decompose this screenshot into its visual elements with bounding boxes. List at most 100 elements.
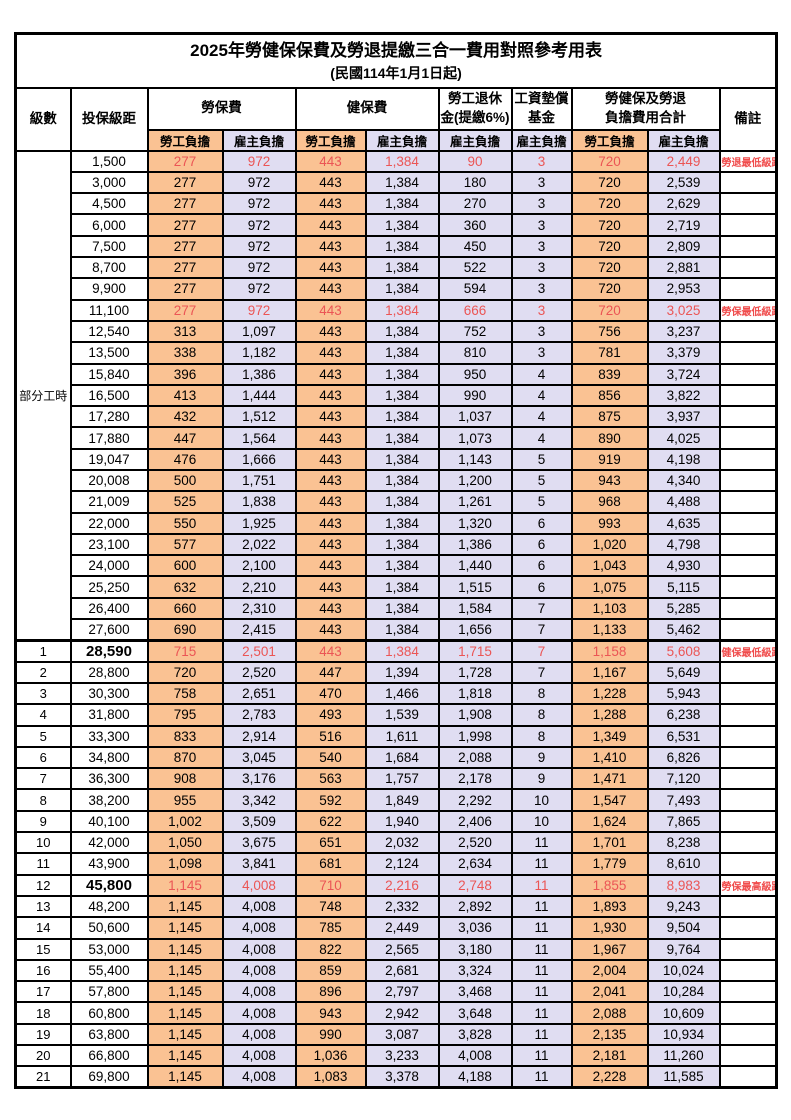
- table-row: 23,100 577 2,022 443 1,384 1,386 6 1,020…: [16, 532, 778, 557]
- pension-employer-cell: 3,828: [437, 1022, 513, 1047]
- table-row: 19 63,800 1,145 4,008 990 3,087 3,828 11…: [14, 1022, 778, 1047]
- bracket-cell: 42,000: [69, 831, 149, 855]
- table-row: 21,009 525 1,838 443 1,384 1,261 5 968 4…: [16, 490, 778, 514]
- total-employer-cell: 3,724: [646, 362, 721, 386]
- table-row: 20 66,800 1,145 4,008 1,036 3,233 4,008 …: [14, 1043, 778, 1068]
- total-employer-cell: 4,930: [646, 554, 721, 578]
- subheader-health-employee: 勞工負擔: [294, 128, 367, 152]
- pension-employer-cell: 3,036: [437, 916, 513, 940]
- health-employee-cell: 592: [294, 788, 367, 812]
- total-employer-cell: 3,025: [646, 298, 721, 322]
- health-employee-cell: 563: [294, 767, 367, 791]
- total-employee-cell: 1,410: [570, 745, 649, 770]
- wage-fund-employer-cell: 4: [510, 426, 573, 450]
- total-employee-cell: 2,181: [570, 1043, 649, 1068]
- bracket-cell: 34,800: [69, 745, 149, 770]
- table-row: 3,000 277 972 443 1,384 180 3 720 2,539: [16, 170, 778, 195]
- bracket-cell: 66,800: [69, 1043, 149, 1068]
- subheader-pension-employer: 雇主負擔: [437, 128, 513, 152]
- health-employer-cell: 1,384: [364, 575, 440, 599]
- bracket-cell: 31,800: [69, 703, 149, 727]
- health-employer-cell: 1,384: [364, 192, 440, 216]
- total-employer-cell: 5,462: [646, 618, 721, 642]
- wage-fund-employer-cell: 3: [510, 298, 573, 322]
- table-row: 部分工時 1,500 277 972 443 1,384 90 3 720 2,…: [14, 149, 778, 642]
- header-wage-fund-line1: 工資墊償: [514, 91, 569, 107]
- bracket-cell: 22,000: [69, 511, 149, 535]
- bracket-cell: 25,250: [69, 575, 149, 599]
- remark-cell: [718, 660, 778, 684]
- wage-fund-employer-cell: 5: [510, 490, 573, 514]
- remark-cell: [718, 703, 778, 727]
- bracket-cell: 48,200: [69, 894, 149, 919]
- level-cell: 3: [14, 681, 72, 706]
- labor-employer-cell: 1,666: [221, 447, 297, 471]
- total-employee-cell: 2,041: [570, 980, 649, 1004]
- level-cell: 15: [14, 937, 72, 961]
- header-row-sub: 勞工負擔 雇主負擔 勞工負擔 雇主負擔 雇主負擔 雇主負擔 勞工負擔 雇主負擔: [16, 128, 777, 152]
- health-employee-cell: 622: [294, 809, 367, 834]
- table-row: 17,880 447 1,564 443 1,384 1,073 4 890 4…: [16, 426, 778, 450]
- table-row: 7 36,300 908 3,176 563 1,757 2,178 9 1,4…: [14, 767, 778, 791]
- labor-employee-cell: 432: [146, 405, 224, 429]
- level-cell: 14: [14, 916, 72, 940]
- wage-fund-employer-cell: 3: [510, 341, 573, 365]
- labor-employer-cell: 1,925: [221, 511, 297, 535]
- health-employer-cell: 2,032: [364, 831, 440, 855]
- health-employer-cell: 1,384: [364, 362, 440, 386]
- health-employee-cell: 443: [294, 298, 367, 322]
- bracket-cell: 30,300: [69, 681, 149, 706]
- labor-employer-cell: 1,444: [221, 383, 297, 408]
- table-row: 18 60,800 1,145 4,008 943 2,942 3,648 11…: [14, 1001, 778, 1025]
- bracket-cell: 3,000: [69, 170, 149, 195]
- total-employer-cell: 5,649: [646, 660, 721, 684]
- pension-employer-cell: 1,320: [437, 511, 513, 535]
- total-employee-cell: 1,967: [570, 937, 649, 961]
- header-total-line1: 勞健保及勞退: [605, 91, 686, 107]
- remark-cell: [718, 532, 778, 557]
- health-employer-cell: 1,384: [364, 511, 440, 535]
- labor-employee-cell: 795: [146, 703, 224, 727]
- labor-employer-cell: 2,022: [221, 532, 297, 557]
- bracket-cell: 45,800: [69, 873, 149, 897]
- labor-employee-cell: 277: [146, 213, 224, 237]
- labor-employee-cell: 720: [146, 660, 224, 684]
- labor-employee-cell: 277: [146, 170, 224, 195]
- labor-employer-cell: 1,512: [221, 405, 297, 429]
- remark-cell: [718, 958, 778, 983]
- total-employee-cell: 1,020: [570, 532, 649, 557]
- bracket-cell: 69,800: [69, 1065, 149, 1089]
- labor-employee-cell: 476: [146, 447, 224, 471]
- table-row: 6 34,800 870 3,045 540 1,684 2,088 9 1,4…: [14, 745, 778, 770]
- labor-employer-cell: 4,008: [221, 873, 297, 897]
- total-employee-cell: 1,133: [570, 618, 649, 642]
- remark-cell: [718, 767, 778, 791]
- health-employer-cell: 3,378: [364, 1065, 440, 1089]
- labor-employer-cell: 4,008: [221, 1022, 297, 1047]
- wage-fund-employer-cell: 6: [510, 511, 573, 535]
- remark-cell: [718, 490, 778, 514]
- wage-fund-employer-cell: 3: [510, 149, 573, 173]
- pension-employer-cell: 1,440: [437, 554, 513, 578]
- remark-cell: [718, 1022, 778, 1047]
- health-employer-cell: 1,384: [364, 554, 440, 578]
- health-employee-cell: 748: [294, 894, 367, 919]
- pension-employer-cell: 270: [437, 192, 513, 216]
- labor-employee-cell: 550: [146, 511, 224, 535]
- header-health-insurance: 健保費: [294, 86, 440, 131]
- wage-fund-employer-cell: 11: [510, 1001, 573, 1025]
- table-row: 17 57,800 1,145 4,008 896 2,797 3,468 11…: [14, 980, 778, 1004]
- total-employee-cell: 2,004: [570, 958, 649, 983]
- labor-employee-cell: 600: [146, 554, 224, 578]
- remark-cell: [718, 426, 778, 450]
- part-time-group-cell: 部分工時: [14, 149, 72, 642]
- table-row: 9,900 277 972 443 1,384 594 3 720 2,953: [16, 277, 778, 301]
- labor-employee-cell: 758: [146, 681, 224, 706]
- table-row: 10 42,000 1,050 3,675 651 2,032 2,520 11…: [14, 831, 778, 855]
- health-employer-cell: 1,384: [364, 638, 440, 663]
- labor-employee-cell: 632: [146, 575, 224, 599]
- bracket-cell: 55,400: [69, 958, 149, 983]
- pension-employer-cell: 1,261: [437, 490, 513, 514]
- pension-employer-cell: 2,520: [437, 831, 513, 855]
- labor-employer-cell: 3,176: [221, 767, 297, 791]
